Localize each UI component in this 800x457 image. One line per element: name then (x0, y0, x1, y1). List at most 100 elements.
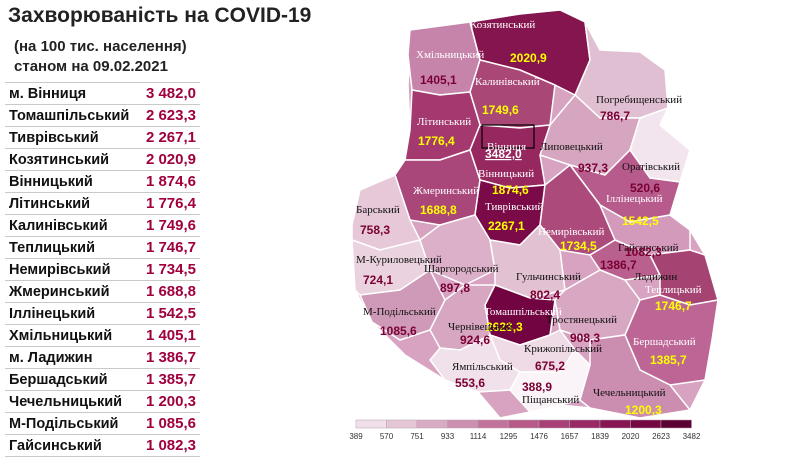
district-name: Іллінецький (5, 302, 140, 325)
district-name: Хмільницький (5, 324, 140, 347)
map-district-name: Літинський (417, 116, 471, 128)
legend-label: 2623 (652, 432, 670, 441)
map-district-name: Ладижин (634, 271, 677, 283)
district-value: 1 405,1 (139, 324, 200, 347)
map-district-value: 1085,6 (380, 324, 417, 338)
map-district-value: 1734,5 (560, 239, 597, 253)
map-district-name: Козятинський (470, 19, 535, 31)
table-row: Іллінецький 1 542,5 (5, 302, 200, 325)
district-value: 2 623,3 (139, 104, 200, 127)
map-district-name: Тростянецький (546, 314, 617, 326)
table-row: Тиврівський 2 267,1 (5, 126, 200, 149)
table-row: м. Ладижин 1 386,7 (5, 346, 200, 369)
map-district-value: 1688,8 (420, 203, 457, 217)
map-district-name: Вінницький (478, 168, 534, 180)
map-district-value: 2267,1 (488, 219, 525, 233)
map-district-name: Вінниця (487, 141, 526, 153)
district-name: Літинський (5, 192, 140, 215)
map-district-value: 675,2 (535, 359, 565, 373)
map-district-value: 908,3 (570, 331, 600, 345)
map-district-value: 1776,4 (418, 134, 455, 148)
incidence-table: м. Вінниця 3 482,0 Томашпільський 2 623,3 Ти… (5, 82, 200, 457)
district-value: 1 746,7 (139, 236, 200, 259)
district-chechelnytskyi (579, 334, 692, 419)
legend-label: 1839 (591, 432, 609, 441)
page-title: Захворюваність на COVID-19 (8, 4, 312, 27)
legend-swatch (477, 419, 509, 429)
legend-label: 2020 (622, 432, 640, 441)
map-district-name: Шаргородський (424, 263, 499, 275)
table-row: Теплицький 1 746,7 (5, 236, 200, 259)
map-district-name: Гульчинський (516, 271, 581, 283)
map-district-name: Оратівський (622, 161, 680, 173)
district-value: 1 688,8 (139, 280, 200, 303)
legend-label: 1114 (470, 432, 487, 441)
legend-label: 1476 (530, 432, 548, 441)
map-district-name: Барський (356, 204, 400, 216)
map-district-name: Томашпільський (484, 306, 562, 318)
district-name: Козятинський (5, 148, 140, 171)
table-row: Чечельницький 1 200,3 (5, 390, 200, 413)
table-row: Калинівський 1 749,6 (5, 214, 200, 237)
map-district-name: М-Куриловецький (356, 254, 442, 266)
map-district-name: Іллінецький (606, 193, 663, 205)
table-row: Літинський 1 776,4 (5, 192, 200, 215)
legend-label: 570 (380, 432, 394, 441)
vinnytsia-city-box (481, 124, 535, 149)
map-district-value: 553,6 (455, 376, 485, 390)
legend-label: 389 (349, 432, 363, 441)
district-name: Теплицький (5, 236, 140, 259)
district-name: Томашпільський (5, 104, 140, 127)
district-name: Бершадський (5, 368, 140, 391)
legend-label: 751 (410, 432, 424, 441)
table-row: Козятинський 2 020,9 (5, 148, 200, 171)
district-value: 2 020,9 (139, 148, 200, 171)
map-district-value: 388,9 (522, 380, 552, 394)
district-name: Калинівський (5, 214, 140, 237)
district-value: 1 874,6 (139, 170, 200, 193)
district-value: 1 386,7 (139, 346, 200, 369)
map-district-name: Липовецький (540, 141, 603, 153)
map-district-value: 1542,5 (622, 214, 659, 228)
legend-label: 933 (441, 432, 455, 441)
map-district-value: 3482,0 (485, 147, 522, 161)
legend-swatch (355, 419, 387, 429)
district-value: 1 200,3 (139, 390, 200, 413)
legend-swatch (569, 419, 601, 429)
legend-label: 1295 (500, 432, 518, 441)
district-name: м. Вінниця (5, 82, 140, 105)
map-district-value: 758,3 (360, 223, 390, 237)
map-district-value: 1082,3 (625, 245, 662, 259)
map-district-value: 1874,6 (492, 183, 529, 197)
map-district-value: 1749,6 (482, 103, 519, 117)
table-row: Бершадський 1 385,7 (5, 368, 200, 391)
legend-swatch (386, 419, 418, 429)
district-name: Чечельницький (5, 390, 140, 413)
map-district-name: Крижопільський (524, 343, 602, 355)
map-district-name: Теплицький (645, 284, 702, 296)
legend-swatch (660, 419, 692, 429)
district-name: Немирівський (5, 258, 140, 281)
map-district-name: Хмільницький (416, 49, 484, 61)
map-district-value: 2020,9 (510, 51, 547, 65)
map-district-value: 786,7 (600, 109, 630, 123)
map-district-value: 1385,7 (650, 353, 687, 367)
district-value: 1 385,7 (139, 368, 200, 391)
district-value: 1 734,5 (139, 258, 200, 281)
district-value: 1 542,5 (139, 302, 200, 325)
district-value: 3 482,0 (139, 82, 200, 105)
map-district-value: 1746,7 (655, 299, 692, 313)
legend-swatch (538, 419, 570, 429)
district-value: 1 776,4 (139, 192, 200, 215)
legend-swatch (599, 419, 631, 429)
map-district-value: 520,6 (630, 181, 660, 195)
map-district-value: 1200,3 (625, 403, 662, 417)
legend-label: 3482 (683, 432, 701, 441)
table-row: Томашпільський 2 623,3 (5, 104, 200, 127)
legend-swatch (416, 419, 448, 429)
map-district-name: Чечельницький (593, 387, 666, 399)
map-district-name: М-Подільський (363, 306, 436, 318)
legend-swatch (447, 419, 479, 429)
map-district-value: 937,3 (578, 161, 608, 175)
